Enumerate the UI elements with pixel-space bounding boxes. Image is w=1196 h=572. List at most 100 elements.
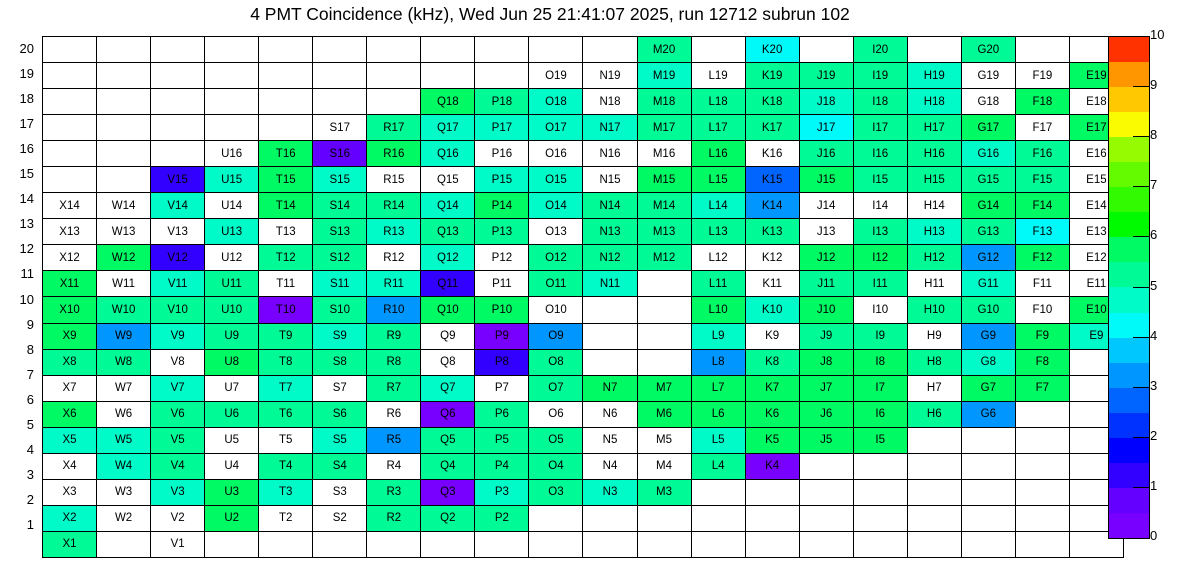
heatmap-cell[interactable]: U2: [204, 504, 260, 532]
heatmap-cell[interactable]: R14: [366, 192, 422, 220]
heatmap-cell[interactable]: W3: [96, 478, 152, 506]
heatmap-cell[interactable]: S10: [312, 296, 368, 324]
heatmap-cell[interactable]: T2: [258, 504, 314, 532]
heatmap-cell[interactable]: Q2: [420, 504, 476, 532]
heatmap-cell[interactable]: K13: [744, 218, 800, 246]
heatmap-cell[interactable]: M18: [636, 88, 692, 116]
heatmap-cell[interactable]: N14: [582, 192, 638, 220]
heatmap-cell[interactable]: H14: [906, 192, 962, 220]
heatmap-cell[interactable]: T16: [258, 140, 314, 168]
heatmap-cell[interactable]: M4: [636, 452, 692, 480]
heatmap-cell[interactable]: X3: [41, 478, 98, 506]
heatmap-cell[interactable]: O18: [528, 88, 584, 116]
heatmap-cell[interactable]: V4: [150, 452, 206, 480]
heatmap-cell[interactable]: R17: [366, 114, 422, 142]
heatmap-cell[interactable]: K10: [744, 296, 800, 324]
heatmap-cell[interactable]: W11: [96, 270, 152, 298]
heatmap-cell[interactable]: P12: [474, 244, 530, 272]
heatmap-cell[interactable]: S7: [312, 374, 368, 402]
heatmap-cell[interactable]: J7: [798, 374, 854, 402]
heatmap-cell[interactable]: V6: [150, 400, 206, 428]
heatmap-cell[interactable]: J6: [798, 400, 854, 428]
heatmap-cell[interactable]: G10: [960, 296, 1016, 324]
heatmap-cell[interactable]: L19: [690, 62, 746, 90]
heatmap-cell[interactable]: J10: [798, 296, 854, 324]
heatmap-cell[interactable]: R8: [366, 348, 422, 376]
heatmap-cell[interactable]: W13: [96, 218, 152, 246]
heatmap-cell[interactable]: H9: [906, 322, 962, 350]
heatmap-cell[interactable]: Q7: [420, 374, 476, 402]
heatmap-cell[interactable]: H8: [906, 348, 962, 376]
heatmap-cell[interactable]: F7: [1014, 374, 1070, 402]
heatmap-cell[interactable]: N19: [582, 62, 638, 90]
heatmap-cell[interactable]: G12: [960, 244, 1016, 272]
heatmap-cell[interactable]: S16: [312, 140, 368, 168]
heatmap-cell[interactable]: P14: [474, 192, 530, 220]
heatmap-cell[interactable]: G11: [960, 270, 1016, 298]
heatmap-cell[interactable]: K8: [744, 348, 800, 376]
heatmap-cell[interactable]: H19: [906, 62, 962, 90]
heatmap-cell[interactable]: M12: [636, 244, 692, 272]
heatmap-cell[interactable]: L14: [690, 192, 746, 220]
heatmap-cell[interactable]: I8: [852, 348, 908, 376]
heatmap-cell[interactable]: M16: [636, 140, 692, 168]
heatmap-cell[interactable]: H15: [906, 166, 962, 194]
heatmap-cell[interactable]: S15: [312, 166, 368, 194]
heatmap-cell[interactable]: V3: [150, 478, 206, 506]
heatmap-cell[interactable]: Q8: [420, 348, 476, 376]
heatmap-cell[interactable]: Q3: [420, 478, 476, 506]
heatmap-cell[interactable]: K5: [744, 426, 800, 454]
heatmap-cell[interactable]: T11: [258, 270, 314, 298]
heatmap-cell[interactable]: N11: [582, 270, 638, 298]
heatmap-cell[interactable]: O4: [528, 452, 584, 480]
heatmap-cell[interactable]: R6: [366, 400, 422, 428]
heatmap-cell[interactable]: U12: [204, 244, 260, 272]
heatmap-cell[interactable]: L6: [690, 400, 746, 428]
heatmap-cell[interactable]: K7: [744, 374, 800, 402]
heatmap-cell[interactable]: U9: [204, 322, 260, 350]
heatmap-cell[interactable]: V1: [150, 530, 206, 558]
heatmap-cell[interactable]: J15: [798, 166, 854, 194]
heatmap-cell[interactable]: N3: [582, 478, 638, 506]
heatmap-cell[interactable]: H16: [906, 140, 962, 168]
heatmap-cell[interactable]: K9: [744, 322, 800, 350]
heatmap-cell[interactable]: Q9: [420, 322, 476, 350]
heatmap-cell[interactable]: W5: [96, 426, 152, 454]
heatmap-cell[interactable]: Q18: [420, 88, 476, 116]
heatmap-cell[interactable]: K20: [744, 35, 800, 64]
heatmap-cell[interactable]: X10: [41, 296, 98, 324]
heatmap-cell[interactable]: Q5: [420, 426, 476, 454]
heatmap-cell[interactable]: T10: [258, 296, 314, 324]
heatmap-cell[interactable]: L15: [690, 166, 746, 194]
heatmap-cell[interactable]: J9: [798, 322, 854, 350]
heatmap-cell[interactable]: H11: [906, 270, 962, 298]
heatmap-cell[interactable]: Q13: [420, 218, 476, 246]
heatmap-cell[interactable]: U15: [204, 166, 260, 194]
heatmap-cell[interactable]: J16: [798, 140, 854, 168]
heatmap-cell[interactable]: I9: [852, 322, 908, 350]
heatmap-cell[interactable]: K15: [744, 166, 800, 194]
heatmap-cell[interactable]: P5: [474, 426, 530, 454]
heatmap-cell[interactable]: Q11: [420, 270, 476, 298]
heatmap-cell[interactable]: V12: [150, 244, 206, 272]
heatmap-cell[interactable]: P18: [474, 88, 530, 116]
heatmap-cell[interactable]: F13: [1014, 218, 1070, 246]
heatmap-cell[interactable]: V10: [150, 296, 206, 324]
heatmap-cell[interactable]: T5: [258, 426, 314, 454]
heatmap-cell[interactable]: F19: [1014, 62, 1070, 90]
heatmap-cell[interactable]: P9: [474, 322, 530, 350]
heatmap-cell[interactable]: J12: [798, 244, 854, 272]
heatmap-cell[interactable]: J11: [798, 270, 854, 298]
heatmap-cell[interactable]: H10: [906, 296, 962, 324]
heatmap-cell[interactable]: I17: [852, 114, 908, 142]
heatmap-cell[interactable]: Q10: [420, 296, 476, 324]
heatmap-cell[interactable]: N13: [582, 218, 638, 246]
heatmap-cell[interactable]: J18: [798, 88, 854, 116]
heatmap-cell[interactable]: S9: [312, 322, 368, 350]
heatmap-cell[interactable]: L4: [690, 452, 746, 480]
heatmap-cell[interactable]: S13: [312, 218, 368, 246]
heatmap-cell[interactable]: O14: [528, 192, 584, 220]
heatmap-cell[interactable]: N17: [582, 114, 638, 142]
heatmap-cell[interactable]: X6: [41, 400, 98, 428]
heatmap-cell[interactable]: L13: [690, 218, 746, 246]
